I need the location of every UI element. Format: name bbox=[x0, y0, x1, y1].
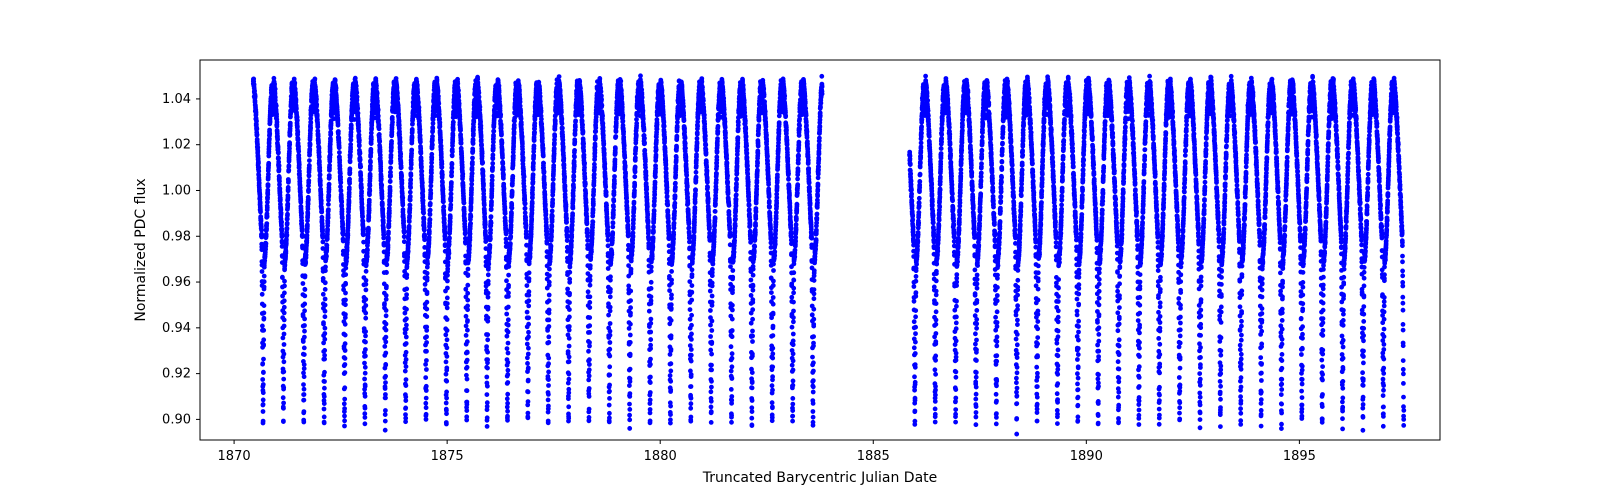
x-tick-label: 1875 bbox=[431, 449, 464, 464]
y-tick-label: 0.96 bbox=[162, 275, 191, 290]
x-tick-label: 1880 bbox=[644, 449, 677, 464]
x-tick-label: 1870 bbox=[218, 449, 251, 464]
x-tick-label: 1890 bbox=[1070, 449, 1103, 464]
y-tick-label: 0.90 bbox=[162, 412, 191, 427]
y-tick-label: 0.98 bbox=[162, 229, 191, 244]
y-tick-label: 0.94 bbox=[162, 321, 191, 336]
x-tick-label: 1885 bbox=[857, 449, 890, 464]
x-tick-label: 1895 bbox=[1283, 449, 1316, 464]
y-axis-label: Normalized PDC flux bbox=[133, 178, 149, 321]
y-tick-label: 1.00 bbox=[162, 183, 191, 198]
y-tick-label: 1.02 bbox=[162, 138, 191, 153]
x-axis-label: Truncated Barycentric Julian Date bbox=[702, 470, 938, 486]
y-tick-label: 0.92 bbox=[162, 367, 191, 382]
y-tick-label: 1.04 bbox=[162, 92, 191, 107]
lightcurve-figure: 1870 1875 1880 1885 1890 1895 0.90 0.92 0.94 0.9… bbox=[0, 0, 1600, 500]
lightcurve-svg: 1870 1875 1880 1885 1890 1895 0.90 0.92 0.94 0.9… bbox=[0, 0, 1600, 500]
